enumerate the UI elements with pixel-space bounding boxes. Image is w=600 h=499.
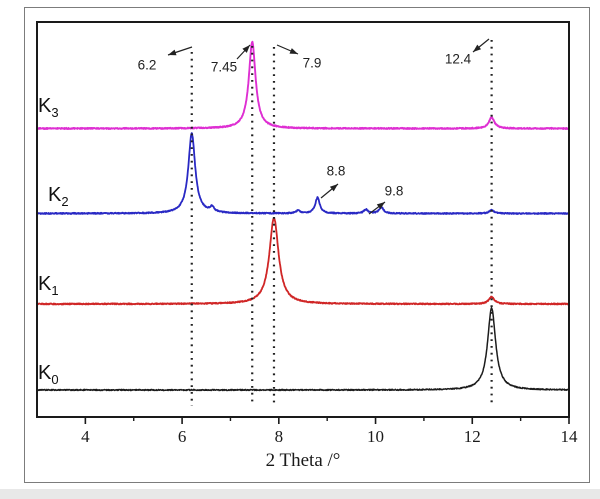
- x-tick-label: 14: [561, 427, 579, 446]
- curve-K0: [37, 306, 569, 392]
- series-label-K3: K3: [38, 95, 59, 120]
- curve-K1: [37, 217, 569, 306]
- annotation-arrowhead: [289, 48, 298, 54]
- plot-frame: [36, 21, 570, 418]
- x-tick-label: 10: [367, 427, 384, 446]
- annotation-arrowhead: [168, 49, 177, 56]
- peak-annotation-label: 7.45: [211, 60, 237, 75]
- x-axis-title: 2 Theta /°: [265, 450, 341, 471]
- series-label-K2: K2: [48, 184, 69, 209]
- x-tick-label: 6: [178, 427, 187, 446]
- peak-annotation-label: 6.2: [138, 58, 157, 73]
- bottom-strip: [0, 489, 600, 499]
- x-tick-label: 4: [81, 427, 90, 446]
- peak-annotation-label: 7.9: [303, 56, 322, 71]
- peak-annotation-label: 8.8: [327, 164, 346, 179]
- peak-annotation-label: 12.4: [445, 52, 472, 67]
- curve-K3: [37, 40, 569, 130]
- figure-border: [24, 7, 590, 483]
- curve-K2: [37, 132, 569, 215]
- x-tick-label: 8: [275, 427, 284, 446]
- x-tick-label: 12: [464, 427, 481, 446]
- series-label-K0: K0: [38, 362, 59, 387]
- series-label-K1: K1: [38, 273, 59, 298]
- annotation-arrowhead: [329, 184, 338, 192]
- annotation-arrowhead: [242, 45, 250, 53]
- annotation-arrowhead: [376, 202, 385, 210]
- annotation-arrowhead: [473, 44, 482, 52]
- curves-layer: [37, 40, 569, 392]
- peak-annotation-label: 9.8: [385, 184, 404, 199]
